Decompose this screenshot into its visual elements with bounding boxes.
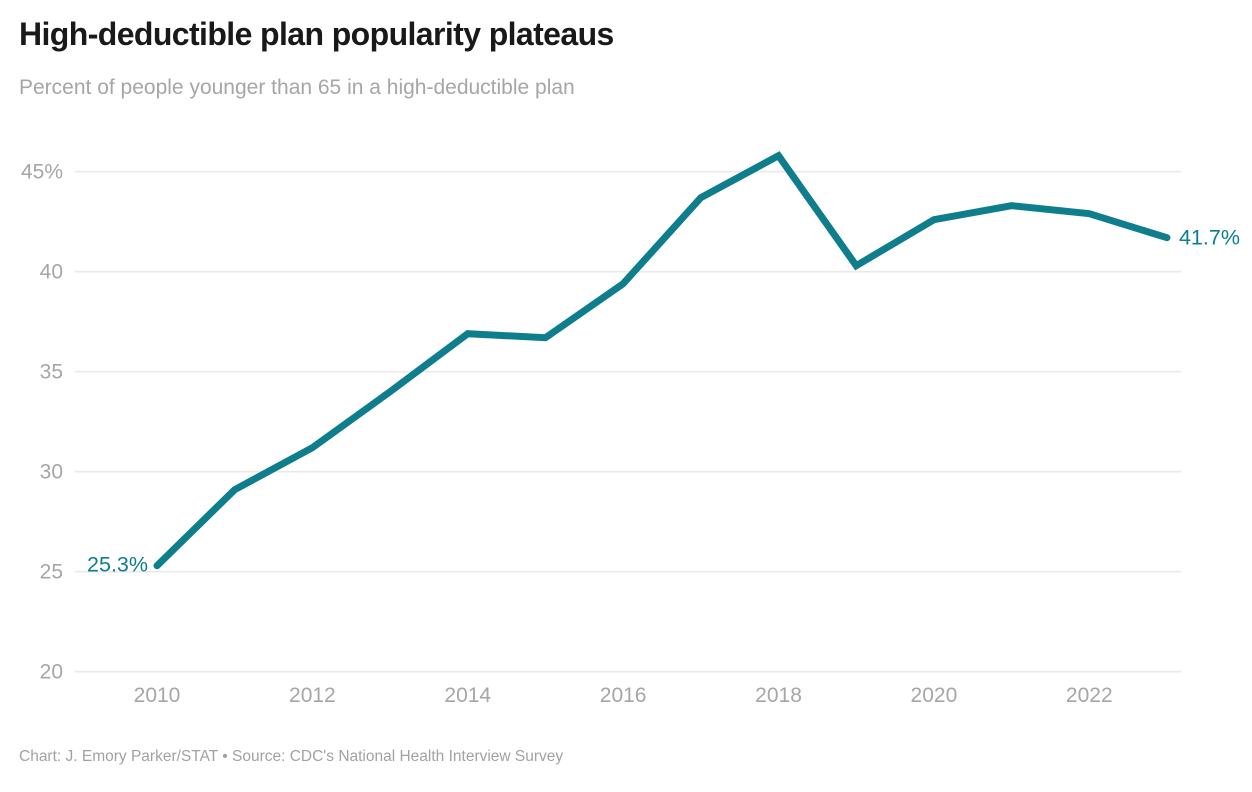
x-axis-tick-label: 2016 [600,684,647,707]
y-axis-tick-label: 35 [40,361,63,384]
x-axis-tick-label: 2022 [1066,684,1113,707]
y-axis-tick-label: 20 [40,661,63,684]
x-axis-tick-label: 2020 [911,684,958,707]
y-axis-tick-label: 25 [40,561,63,584]
trend-line [153,151,1171,570]
x-axis-tick-label: 2010 [134,684,181,707]
last-point-label: 41.7% [1179,226,1240,250]
y-axis-tick-label: 45% [21,161,63,184]
y-axis-tick-label: 30 [40,461,63,484]
y-axis-tick-label: 40 [40,261,63,284]
x-axis-tick-label: 2012 [289,684,336,707]
chart-subtitle: Percent of people younger than 65 in a h… [19,76,575,99]
chart-credit: Chart: J. Emory Parker/STAT • Source: CD… [19,748,564,765]
x-axis-tick-label: 2018 [755,684,802,707]
x-axis-tick-label: 2014 [444,684,491,707]
first-point-label: 25.3% [87,553,148,577]
chart-title: High-deductible plan popularity plateaus [19,16,614,52]
